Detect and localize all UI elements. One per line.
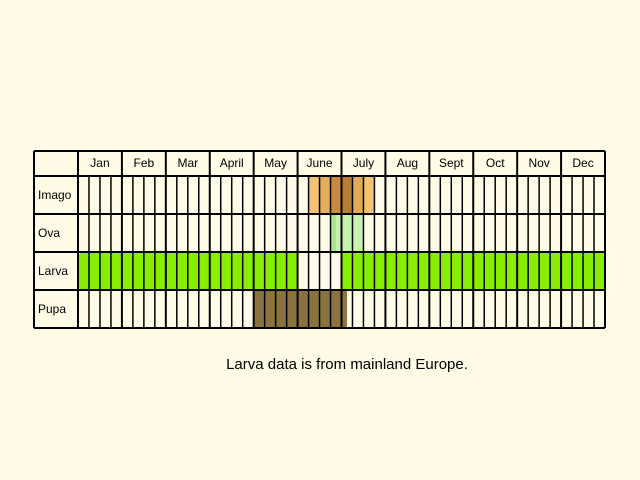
period-imago-2 [330,177,342,213]
period-imago-0 [308,177,320,213]
chart-caption: Larva data is from mainland Europe. [226,356,468,373]
row-label-larva: Larva [38,264,68,278]
month-label-mar: Mar [177,156,198,170]
period-ova-1 [336,215,364,251]
month-label-jan: Jan [90,156,109,170]
month-label-aug: Aug [397,156,418,170]
month-label-nov: Nov [528,156,549,170]
period-pupa-0 [253,291,347,327]
period-imago-1 [319,177,331,213]
month-label-june: June [307,156,333,170]
period-imago-3 [341,177,353,213]
month-label-oct: Oct [486,156,505,170]
period-imago-5 [363,177,375,213]
row-label-pupa: Pupa [38,302,66,316]
month-label-april: April [220,156,244,170]
row-label-ova: Ova [38,226,60,240]
period-imago-4 [352,177,364,213]
month-label-feb: Feb [134,156,155,170]
month-label-may: May [264,156,287,170]
month-label-sept: Sept [439,156,464,170]
month-label-dec: Dec [572,156,593,170]
row-label-imago: Imago [38,188,72,202]
period-ova-0 [330,215,337,251]
month-label-july: July [353,156,374,170]
